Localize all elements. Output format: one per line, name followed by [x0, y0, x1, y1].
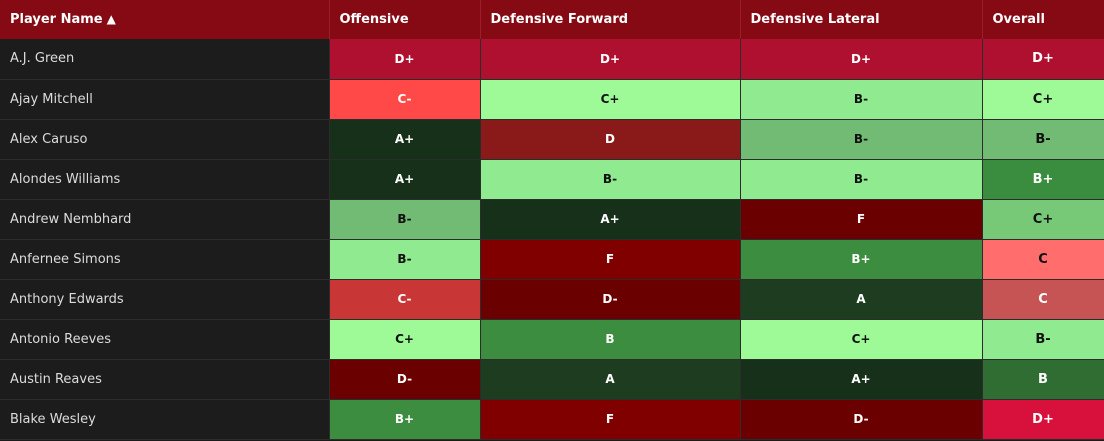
table-row[interactable]: Alondes Williams A+ B- B- B+: [0, 159, 1104, 200]
defensive-forward-grade-cell: D: [480, 119, 741, 160]
table-body: A.J. Green D+ D+ D+ D+ Ajay Mitchell C- C+ B- C+ A…: [0, 39, 1104, 440]
offensive-grade-cell: C+: [329, 319, 481, 360]
player-name-cell: Andrew Nembhard: [0, 199, 330, 240]
player-name-cell: Alex Caruso: [0, 119, 330, 160]
defensive-lateral-grade-cell: B-: [740, 119, 983, 160]
player-name-cell: Antonio Reeves: [0, 319, 330, 360]
column-header-defensive-forward[interactable]: Defensive Forward: [480, 0, 741, 39]
defensive-lateral-grade-cell: D-: [740, 399, 983, 440]
sort-ascending-icon: ▲: [106, 12, 116, 26]
offensive-grade-cell: C-: [329, 279, 481, 320]
defensive-forward-grade-cell: B: [480, 319, 741, 360]
defensive-forward-grade-cell: A: [480, 359, 741, 400]
overall-grade-cell: B+: [982, 159, 1104, 200]
overall-grade-cell: C: [982, 279, 1104, 320]
column-header-label: Defensive Forward: [490, 12, 629, 27]
table-row[interactable]: Austin Reaves D- A A+ B: [0, 359, 1104, 400]
column-header-label: Player Name: [10, 12, 103, 27]
table-row[interactable]: Ajay Mitchell C- C+ B- C+: [0, 79, 1104, 120]
table-row[interactable]: Anfernee Simons B- F B+ C: [0, 239, 1104, 280]
overall-grade-cell: C+: [982, 79, 1104, 120]
column-header-label: Offensive: [339, 12, 409, 27]
table-row[interactable]: Anthony Edwards C- D- A C: [0, 279, 1104, 320]
defensive-lateral-grade-cell: A: [740, 279, 983, 320]
player-name-cell: Alondes Williams: [0, 159, 330, 200]
overall-grade-cell: B: [982, 359, 1104, 400]
defensive-forward-grade-cell: C+: [480, 79, 741, 120]
defensive-lateral-grade-cell: B+: [740, 239, 983, 280]
defensive-lateral-grade-cell: F: [740, 199, 983, 240]
defensive-lateral-grade-cell: B-: [740, 79, 983, 120]
offensive-grade-cell: C-: [329, 79, 481, 120]
overall-grade-cell: D+: [982, 399, 1104, 440]
offensive-grade-cell: D-: [329, 359, 481, 400]
defensive-lateral-grade-cell: C+: [740, 319, 983, 360]
offensive-grade-cell: B+: [329, 399, 481, 440]
defensive-forward-grade-cell: D+: [480, 39, 741, 80]
offensive-grade-cell: D+: [329, 39, 481, 80]
player-name-cell: Anfernee Simons: [0, 239, 330, 280]
player-name-cell: Ajay Mitchell: [0, 79, 330, 120]
defensive-forward-grade-cell: F: [480, 239, 741, 280]
table-row[interactable]: Andrew Nembhard B- A+ F C+: [0, 199, 1104, 240]
overall-grade-cell: C: [982, 239, 1104, 280]
defensive-lateral-grade-cell: B-: [740, 159, 983, 200]
table-header: Player Name ▲ Offensive Defensive Forward…: [0, 0, 1104, 39]
overall-grade-cell: D+: [982, 39, 1104, 80]
defensive-lateral-grade-cell: D+: [740, 39, 983, 80]
offensive-grade-cell: B-: [329, 239, 481, 280]
column-header-overall[interactable]: Overall: [982, 0, 1104, 39]
overall-grade-cell: C+: [982, 199, 1104, 240]
defensive-forward-grade-cell: D-: [480, 279, 741, 320]
player-name-cell: Blake Wesley: [0, 399, 330, 440]
player-name-cell: A.J. Green: [0, 39, 330, 80]
column-header-offensive[interactable]: Offensive: [329, 0, 481, 39]
column-header-player-name[interactable]: Player Name ▲: [0, 0, 330, 39]
player-name-cell: Anthony Edwards: [0, 279, 330, 320]
column-header-label: Defensive Lateral: [750, 12, 880, 27]
table-row[interactable]: Antonio Reeves C+ B C+ B-: [0, 319, 1104, 360]
offensive-grade-cell: A+: [329, 159, 481, 200]
offensive-grade-cell: A+: [329, 119, 481, 160]
header-row: Player Name ▲ Offensive Defensive Forward…: [0, 0, 1104, 39]
player-name-cell: Austin Reaves: [0, 359, 330, 400]
table-row[interactable]: Alex Caruso A+ D B- B-: [0, 119, 1104, 160]
column-header-label: Overall: [992, 12, 1045, 27]
table-row[interactable]: Blake Wesley B+ F D- D+: [0, 399, 1104, 440]
defensive-lateral-grade-cell: A+: [740, 359, 983, 400]
overall-grade-cell: B-: [982, 119, 1104, 160]
table-row[interactable]: A.J. Green D+ D+ D+ D+: [0, 39, 1104, 80]
defensive-forward-grade-cell: B-: [480, 159, 741, 200]
offensive-grade-cell: B-: [329, 199, 481, 240]
overall-grade-cell: B-: [982, 319, 1104, 360]
defensive-forward-grade-cell: F: [480, 399, 741, 440]
column-header-defensive-lateral[interactable]: Defensive Lateral: [740, 0, 983, 39]
defensive-forward-grade-cell: A+: [480, 199, 741, 240]
